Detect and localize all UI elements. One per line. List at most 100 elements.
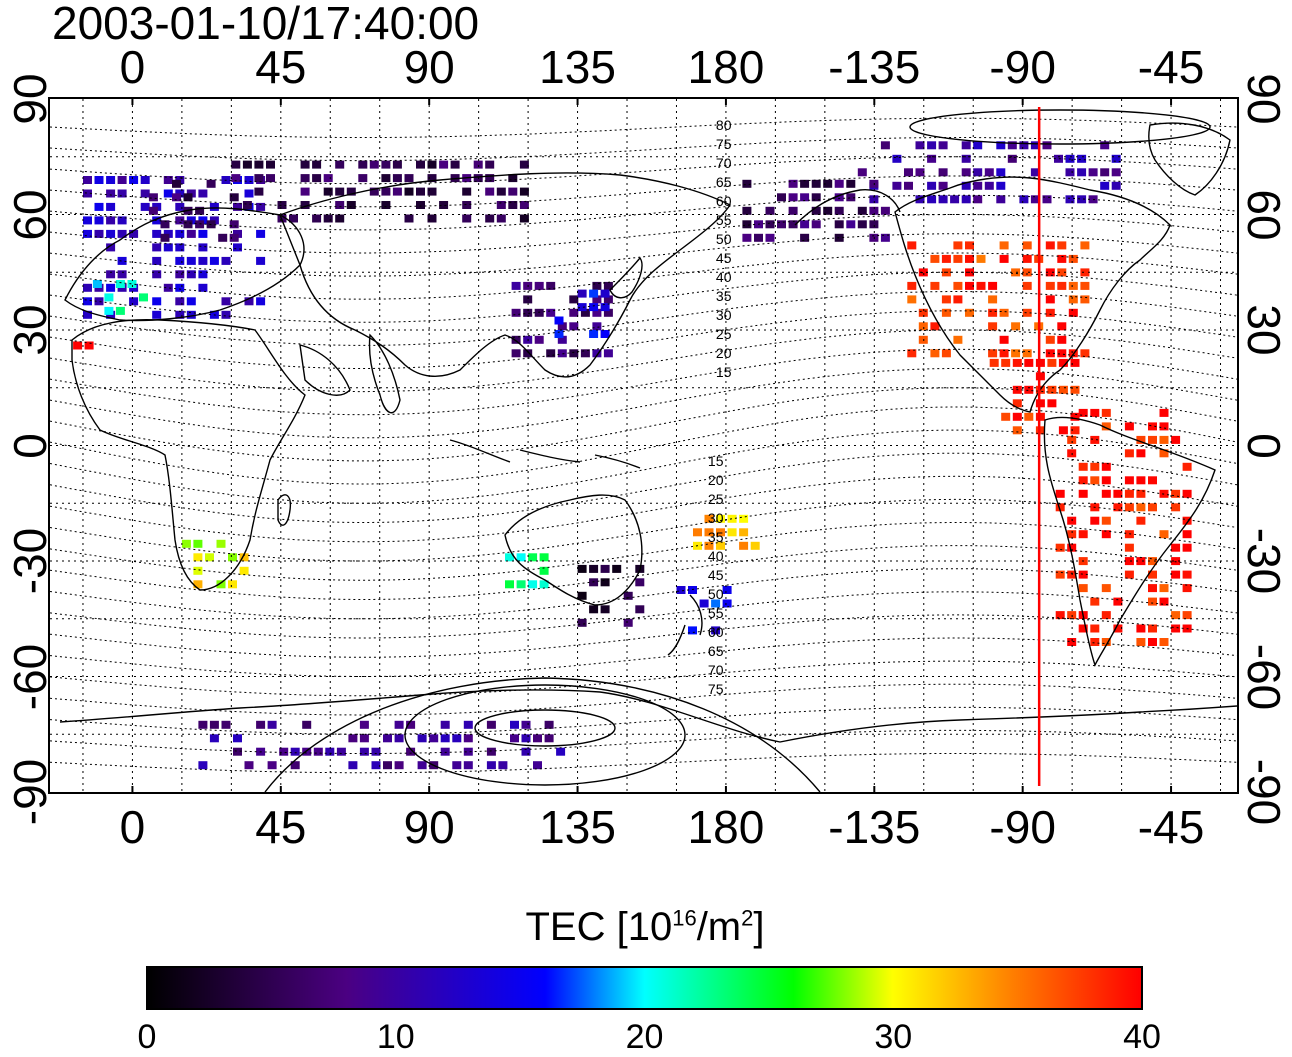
tec-cell bbox=[181, 539, 191, 548]
tec-cell bbox=[1159, 408, 1169, 417]
tec-cell bbox=[140, 202, 150, 211]
tec-cell bbox=[577, 303, 587, 312]
tec-cell bbox=[266, 160, 275, 169]
tec-cell bbox=[1111, 154, 1121, 163]
tec-cell bbox=[152, 216, 162, 225]
tec-cell bbox=[152, 256, 162, 265]
tec-cell bbox=[94, 216, 104, 225]
tec-region-scandinavia bbox=[148, 179, 239, 242]
contour-label: 80 bbox=[716, 117, 732, 133]
tec-cell bbox=[498, 761, 508, 770]
tec-cell bbox=[1070, 426, 1080, 435]
tec-cell bbox=[106, 216, 116, 225]
tec-cell bbox=[417, 761, 427, 770]
tec-cell bbox=[699, 599, 709, 608]
tec-cell bbox=[704, 528, 714, 537]
tec-cell bbox=[988, 349, 998, 358]
tec-cell bbox=[221, 297, 231, 306]
tec-cell bbox=[1022, 254, 1032, 263]
tec-cell bbox=[1090, 462, 1100, 471]
tec-cell bbox=[233, 202, 242, 211]
tec-cell bbox=[1101, 611, 1111, 620]
tec-cell bbox=[152, 243, 162, 252]
tec-cell bbox=[603, 295, 613, 304]
tec-cell bbox=[846, 179, 856, 188]
tec-cell bbox=[175, 270, 185, 279]
tec-cell bbox=[918, 268, 928, 277]
tec-cell bbox=[381, 201, 391, 209]
tec-cell bbox=[1045, 268, 1055, 277]
tec-cell bbox=[416, 160, 425, 169]
tec-cell bbox=[505, 580, 514, 589]
tec-cell bbox=[742, 179, 752, 188]
tec-cell bbox=[244, 189, 254, 198]
tec-cell bbox=[1068, 254, 1078, 263]
tec-cell bbox=[976, 254, 986, 263]
tec-cell bbox=[1159, 638, 1169, 646]
tec-cell bbox=[117, 256, 127, 265]
tec-cell bbox=[1067, 530, 1077, 539]
tec-cell bbox=[139, 293, 148, 302]
tec-cell bbox=[416, 187, 425, 196]
tec-cell bbox=[1171, 543, 1181, 552]
tec-cell bbox=[335, 201, 345, 209]
tec-cell bbox=[369, 187, 379, 196]
tec-cell bbox=[600, 578, 610, 587]
tec-cell bbox=[1057, 268, 1067, 277]
tec-cell bbox=[1067, 435, 1077, 444]
tec-cell bbox=[938, 181, 948, 190]
contour-label: 60 bbox=[716, 193, 732, 209]
coastline-europe bbox=[64, 207, 305, 322]
tec-cell bbox=[266, 174, 275, 183]
tec-cell bbox=[941, 295, 951, 304]
tec-cell bbox=[519, 160, 529, 169]
tec-cell bbox=[440, 734, 450, 743]
contour-label: 45 bbox=[716, 250, 732, 266]
tec-cell bbox=[485, 187, 495, 196]
x-tick-bottom: 135 bbox=[539, 801, 616, 853]
tec-cell bbox=[1113, 503, 1123, 512]
tec-cell bbox=[1065, 168, 1075, 177]
tec-cell bbox=[600, 289, 610, 298]
tec-cell bbox=[1148, 570, 1157, 579]
tec-cell bbox=[1182, 516, 1192, 525]
tec-cell bbox=[961, 168, 971, 177]
tec-cell bbox=[302, 747, 312, 756]
tec-cell bbox=[1077, 168, 1087, 177]
tec-cell bbox=[577, 591, 587, 600]
tec-cell bbox=[722, 586, 732, 594]
contour-label: 50 bbox=[708, 586, 724, 602]
tec-cell bbox=[1148, 638, 1157, 646]
tec-cell bbox=[1124, 543, 1134, 552]
tec-cell bbox=[1113, 624, 1123, 633]
tec-cell bbox=[233, 747, 242, 756]
tec-cell bbox=[927, 154, 937, 163]
contour-label: 65 bbox=[708, 643, 724, 659]
tec-cell bbox=[788, 193, 798, 202]
tec-cell bbox=[1124, 570, 1134, 579]
coastline-layer bbox=[59, 122, 1237, 743]
tec-cell bbox=[965, 281, 974, 290]
tec-cell bbox=[1113, 489, 1123, 498]
tec-cell bbox=[988, 322, 998, 331]
contour-label: 50 bbox=[716, 231, 732, 247]
tec-cell bbox=[727, 528, 737, 537]
tec-cell bbox=[1001, 358, 1011, 367]
tec-cell bbox=[228, 553, 237, 562]
contour-label: 60 bbox=[708, 624, 724, 640]
tec-cell bbox=[800, 233, 810, 242]
colorbar-tick: 0 bbox=[137, 1018, 157, 1056]
tec-cell bbox=[83, 189, 92, 198]
contour-label: 15 bbox=[716, 364, 732, 380]
tec-cell bbox=[186, 270, 196, 279]
tec-cell bbox=[915, 141, 925, 150]
tec-cell bbox=[907, 281, 917, 290]
tec-cell bbox=[198, 283, 208, 292]
magnetic-contour bbox=[50, 521, 1237, 581]
tec-cell bbox=[335, 160, 345, 169]
tec-cell bbox=[1022, 281, 1032, 290]
tec-cell bbox=[416, 201, 425, 209]
tec-cell bbox=[1078, 570, 1088, 579]
tec-cell bbox=[938, 195, 948, 204]
tec-cell bbox=[523, 295, 533, 304]
